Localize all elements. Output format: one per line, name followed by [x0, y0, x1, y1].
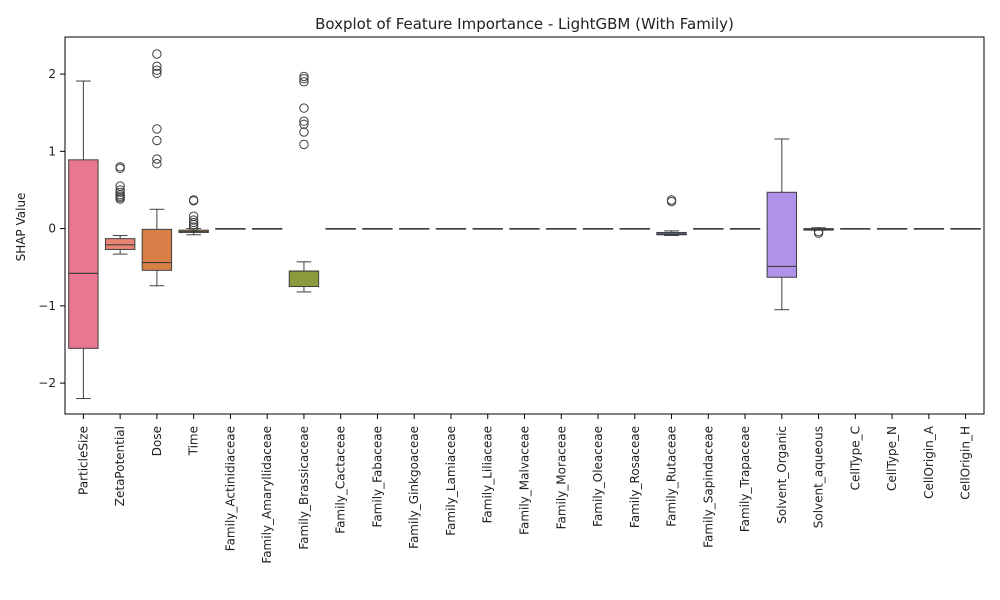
- outlier-point: [188, 222, 199, 232]
- box-group: [399, 227, 430, 230]
- box-group: [876, 227, 908, 230]
- y-tick-label: 2: [48, 67, 56, 81]
- x-tick-label: Family_Rosaceae: [628, 426, 642, 528]
- outlier-point: [188, 211, 199, 221]
- x-tick-label: Family_Trapaceae: [738, 426, 752, 532]
- axes: ParticleSize ZetaPotential Dose Time Family_…: [38, 67, 972, 564]
- box-group: [913, 227, 945, 230]
- plot-area: [68, 49, 981, 400]
- box-group: [766, 138, 798, 311]
- box-group: [619, 227, 650, 230]
- outlier-point: [152, 49, 162, 59]
- box-group: [840, 227, 871, 230]
- outlier-point: [299, 116, 309, 126]
- x-tick-label: Time: [187, 426, 201, 456]
- outlier-point: [299, 71, 309, 82]
- box-iqr: [766, 191, 798, 278]
- outlier-point: [299, 139, 309, 150]
- outlier-point: [152, 124, 162, 134]
- box-group: [693, 227, 724, 230]
- x-tick-label: CellType_N: [885, 426, 899, 491]
- box-group: [546, 227, 577, 230]
- box-iqr: [104, 238, 136, 250]
- box-group: [472, 227, 503, 230]
- box-group: [656, 195, 687, 237]
- outlier-point: [188, 217, 199, 228]
- x-tick-label: Dose: [150, 426, 164, 456]
- outlier-point: [152, 135, 162, 146]
- box-group: [68, 80, 99, 400]
- box-group: [803, 226, 834, 238]
- chart-title: Boxplot of Feature Importance - LightGBM…: [315, 15, 734, 33]
- x-tick-label: Family_Liliaceae: [481, 426, 495, 523]
- x-tick-label: Family_Sapindaceae: [701, 426, 715, 548]
- outlier-point: [299, 103, 309, 113]
- x-tick-label: Family_Malvaceae: [518, 426, 532, 535]
- outlier-point: [299, 74, 309, 84]
- box-iqr: [68, 159, 99, 349]
- outlier-point: [299, 127, 309, 137]
- box-group: [950, 227, 981, 230]
- y-tick-label: −1: [38, 299, 56, 313]
- outlier-point: [188, 215, 199, 225]
- y-tick-label: 1: [48, 144, 56, 158]
- box-group: [509, 227, 540, 230]
- y-axis-title: SHAP Value: [14, 193, 28, 262]
- x-tick-label: CellType_C: [848, 426, 862, 490]
- x-tick-label: Solvent_aqueous: [812, 426, 826, 528]
- outlier-point: [152, 61, 162, 72]
- box-group: [362, 227, 393, 230]
- x-tick-label: CellOrigin_A: [922, 425, 936, 499]
- x-tick-label: Family_Ginkgoaceae: [407, 426, 421, 549]
- box-iqr: [288, 270, 320, 288]
- outlier-point: [666, 195, 677, 205]
- outlier-point: [813, 226, 824, 237]
- x-tick-label: Family_Brassicaceae: [297, 426, 311, 550]
- x-tick-label: Family_Rutaceae: [665, 426, 679, 527]
- x-tick-label: CellOrigin_H: [959, 426, 973, 500]
- x-tick-label: Family_Cactaceae: [334, 426, 348, 534]
- outlier-point: [115, 181, 125, 191]
- x-tick-label: ZetaPotential: [113, 426, 127, 506]
- x-tick-label: Family_Fabaceae: [370, 426, 384, 527]
- box-group: [582, 227, 614, 230]
- box-group: [251, 227, 283, 230]
- box-group: [215, 227, 246, 230]
- outlier-point: [188, 195, 199, 205]
- x-tick-label: Family_Oleaceae: [591, 426, 605, 527]
- box-group: [104, 162, 136, 255]
- y-tick-label: 0: [48, 222, 56, 236]
- outlier-point: [152, 154, 162, 164]
- box-group: [435, 227, 467, 230]
- outlier-point: [152, 68, 162, 79]
- box-group: [288, 71, 320, 293]
- x-tick-label: Family_Lamiaceae: [444, 426, 458, 536]
- outlier-point: [152, 158, 162, 169]
- outlier-point: [115, 187, 125, 197]
- box-group: [325, 227, 356, 230]
- x-tick-label: Solvent_Organic: [775, 426, 789, 524]
- box-group: [141, 49, 173, 287]
- x-tick-label: Family_Actinidiaceae: [223, 426, 237, 551]
- x-tick-label: ParticleSize: [76, 426, 90, 495]
- box-group: [729, 227, 761, 230]
- box-group: [178, 195, 209, 236]
- x-tick-label: Family_Amaryllidaceae: [260, 426, 274, 564]
- x-tick-label: Family_Moraceae: [554, 426, 568, 529]
- outlier-point: [152, 65, 162, 75]
- outlier-point: [115, 185, 125, 195]
- outlier-point: [299, 119, 309, 129]
- outlier-point: [115, 162, 125, 172]
- box-iqr: [141, 228, 173, 271]
- outlier-point: [299, 77, 309, 87]
- y-tick-label: −2: [38, 376, 56, 390]
